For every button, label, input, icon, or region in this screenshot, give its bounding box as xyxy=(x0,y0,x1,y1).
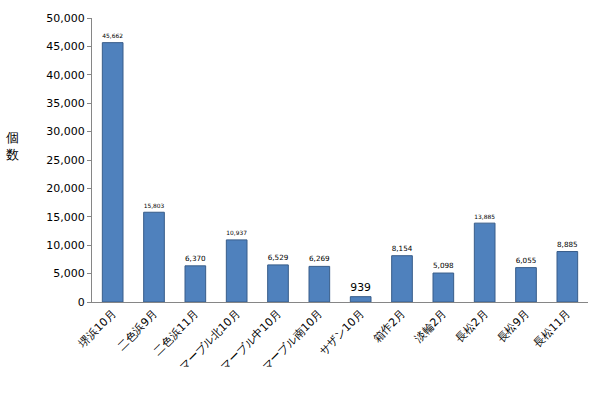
svg-text:35,000: 35,000 xyxy=(46,97,85,110)
svg-text:45,662: 45,662 xyxy=(102,33,123,39)
svg-text:箱作2月: 箱作2月 xyxy=(371,308,408,345)
svg-text:5,000: 5,000 xyxy=(53,267,85,280)
svg-text:マーブル南10月: マーブル南10月 xyxy=(260,308,326,374)
svg-text:10,000: 10,000 xyxy=(46,239,85,252)
svg-text:45,000: 45,000 xyxy=(46,40,85,53)
svg-text:二色浜9月: 二色浜9月 xyxy=(115,308,160,353)
svg-text:40,000: 40,000 xyxy=(46,69,85,82)
svg-text:8,885: 8,885 xyxy=(557,240,578,249)
svg-text:939: 939 xyxy=(350,281,371,294)
svg-text:サザン10月: サザン10月 xyxy=(316,308,366,358)
svg-text:マーブル北10月: マーブル北10月 xyxy=(177,308,243,374)
svg-text:0: 0 xyxy=(78,296,85,309)
svg-text:25,000: 25,000 xyxy=(46,154,85,167)
svg-text:マーブル中10月: マーブル中10月 xyxy=(218,308,284,374)
svg-text:15,803: 15,803 xyxy=(144,203,165,209)
svg-text:15,000: 15,000 xyxy=(46,211,85,224)
svg-text:長松2月: 長松2月 xyxy=(453,308,490,345)
svg-text:5,098: 5,098 xyxy=(433,261,454,270)
svg-text:長松11月: 長松11月 xyxy=(531,308,573,350)
svg-text:20,000: 20,000 xyxy=(46,182,85,195)
svg-text:8,154: 8,154 xyxy=(392,244,413,253)
svg-text:13,885: 13,885 xyxy=(474,214,495,220)
svg-text:堺浜10月: 堺浜10月 xyxy=(76,308,119,351)
svg-text:二色浜11月: 二色浜11月 xyxy=(151,308,201,358)
svg-text:6,529: 6,529 xyxy=(268,253,289,262)
svg-text:淡輪2月: 淡輪2月 xyxy=(412,308,449,345)
svg-text:10,937: 10,937 xyxy=(226,230,247,236)
svg-text:個数: 個数 xyxy=(6,130,19,162)
svg-text:6,269: 6,269 xyxy=(309,254,330,263)
svg-text:50,000: 50,000 xyxy=(46,12,85,25)
svg-text:6,370: 6,370 xyxy=(185,254,206,263)
svg-text:6,055: 6,055 xyxy=(516,256,537,265)
svg-text:30,000: 30,000 xyxy=(46,125,85,138)
svg-text:長松9月: 長松9月 xyxy=(495,308,532,345)
